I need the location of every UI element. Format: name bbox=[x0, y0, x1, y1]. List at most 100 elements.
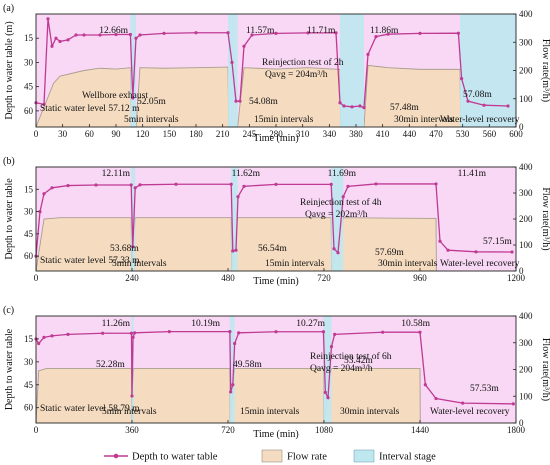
depth-point bbox=[50, 186, 54, 190]
depth-point bbox=[418, 31, 422, 35]
depth-point bbox=[74, 33, 78, 37]
depth-point bbox=[434, 182, 438, 186]
depth-point bbox=[237, 331, 241, 335]
depth-point bbox=[234, 99, 238, 103]
depth-point bbox=[50, 44, 54, 48]
depth-point bbox=[130, 394, 134, 398]
y-left-tick-label: 30 bbox=[24, 357, 34, 367]
x-tick-label: 150 bbox=[163, 129, 177, 139]
peak-label: 11.62m bbox=[232, 169, 261, 179]
depth-point bbox=[274, 182, 278, 186]
panel-label: (c) bbox=[3, 305, 14, 316]
interval-stage bbox=[130, 14, 136, 127]
x-tick-label: 90 bbox=[112, 129, 122, 139]
peak-label: 11.71m bbox=[307, 26, 336, 36]
y-right-tick-label: 0 bbox=[519, 266, 524, 276]
depth-point bbox=[466, 99, 470, 103]
depth-point bbox=[134, 36, 138, 40]
note-label: 5min intervals bbox=[102, 407, 157, 417]
peak-label: 11.41m bbox=[458, 169, 487, 179]
x-tick-label: 245 bbox=[243, 129, 257, 139]
note-label: 30min intervals bbox=[394, 115, 454, 125]
depth-line bbox=[35, 330, 514, 405]
depth-point bbox=[101, 331, 105, 335]
x-tick-label: 0 bbox=[34, 129, 39, 139]
depth-point bbox=[131, 335, 135, 339]
peak-label: 11.57m bbox=[246, 26, 275, 36]
flow-rate-area bbox=[36, 65, 461, 127]
peak-label: 10.19m bbox=[191, 319, 220, 329]
drawdown-label: 53.68m bbox=[110, 244, 139, 254]
depth-point bbox=[131, 96, 135, 100]
depth-point bbox=[326, 396, 330, 400]
x-tick-label: 180 bbox=[189, 129, 203, 139]
depth-point bbox=[229, 390, 233, 394]
depth-point bbox=[133, 331, 137, 335]
depth-point bbox=[474, 250, 478, 254]
note-label: 30min intervals bbox=[340, 407, 400, 417]
depth-point bbox=[128, 32, 132, 37]
drawdown-label: 52.05m bbox=[137, 97, 166, 107]
depth-point bbox=[42, 102, 46, 106]
y-right-tick-label: 0 bbox=[519, 122, 524, 132]
note-label: Reinjection test of 2h bbox=[262, 57, 344, 68]
depth-point bbox=[333, 332, 337, 336]
peak-label: 12.11m bbox=[102, 169, 131, 179]
depth-point bbox=[231, 249, 235, 253]
panel-a: 0 30 60 90 120 150 180 210 245 280 310 340 380 410 440… bbox=[3, 3, 550, 144]
x-tick-label: 480 bbox=[221, 273, 235, 283]
drawdown-label: 52.28m bbox=[96, 360, 125, 370]
interval-stage bbox=[229, 316, 235, 423]
note-label: 30min intervals bbox=[378, 259, 438, 269]
depth-point bbox=[342, 104, 346, 108]
note-label: 5min intervals bbox=[112, 259, 167, 269]
depth-line bbox=[35, 183, 513, 257]
note-label: 15min intervals bbox=[240, 407, 300, 417]
legend-flow-label: Flow rate bbox=[287, 452, 327, 463]
depth-point bbox=[386, 32, 390, 36]
depth-point bbox=[167, 329, 171, 334]
depth-point bbox=[374, 35, 378, 39]
panel-label: (b) bbox=[3, 156, 15, 167]
y-left-tick-label: 45 bbox=[24, 380, 34, 390]
depth-point bbox=[236, 195, 240, 199]
depth-point bbox=[66, 332, 70, 336]
depth-point bbox=[381, 330, 385, 334]
x-axis-label: Time (min) bbox=[253, 429, 298, 440]
interval-stage bbox=[340, 14, 364, 127]
legend-depth-marker bbox=[113, 453, 119, 459]
peak-label: 10.58m bbox=[401, 319, 430, 329]
depth-point bbox=[510, 250, 514, 254]
recovery-label: 57.53m bbox=[470, 384, 499, 394]
y-right-tick-label: 300 bbox=[519, 338, 533, 348]
x-tick-label: 470 bbox=[429, 129, 443, 139]
depth-point bbox=[511, 402, 515, 406]
drawdown-label: 56.54m bbox=[258, 244, 287, 254]
note-label: Qavg = 204m³/h bbox=[310, 364, 373, 374]
depth-point bbox=[138, 33, 142, 37]
y-right-axis-label: Flow rate(m³/h) bbox=[540, 338, 550, 401]
depth-point bbox=[238, 99, 242, 103]
depth-point bbox=[338, 101, 342, 105]
depth-point bbox=[341, 195, 345, 199]
drawdown-label: 57.48m bbox=[390, 103, 419, 113]
y-left-tick-label: 60 bbox=[24, 106, 34, 116]
depth-point bbox=[174, 182, 178, 186]
depth-point bbox=[423, 383, 427, 387]
y-right-tick-label: 0 bbox=[519, 418, 524, 428]
y-left-tick-label: 15 bbox=[24, 33, 34, 43]
y-left-axis-label: Depth to water table bbox=[4, 328, 15, 410]
interval-stage bbox=[131, 167, 136, 271]
depth-point bbox=[242, 184, 246, 188]
x-tick-label: 600 bbox=[509, 129, 523, 139]
depth-point bbox=[234, 248, 238, 252]
depth-point bbox=[133, 186, 137, 190]
y-left-tick-label: 15 bbox=[24, 184, 34, 194]
y-left-tick-label: 30 bbox=[24, 57, 34, 67]
x-tick-label: 1440 bbox=[411, 425, 430, 435]
y-right-tick-label: 400 bbox=[519, 311, 533, 321]
drawdown-label: 57.69m bbox=[375, 248, 404, 258]
y-right-tick-label: 200 bbox=[519, 365, 533, 375]
x-tick-label: 440 bbox=[403, 129, 417, 139]
depth-point bbox=[274, 330, 278, 334]
